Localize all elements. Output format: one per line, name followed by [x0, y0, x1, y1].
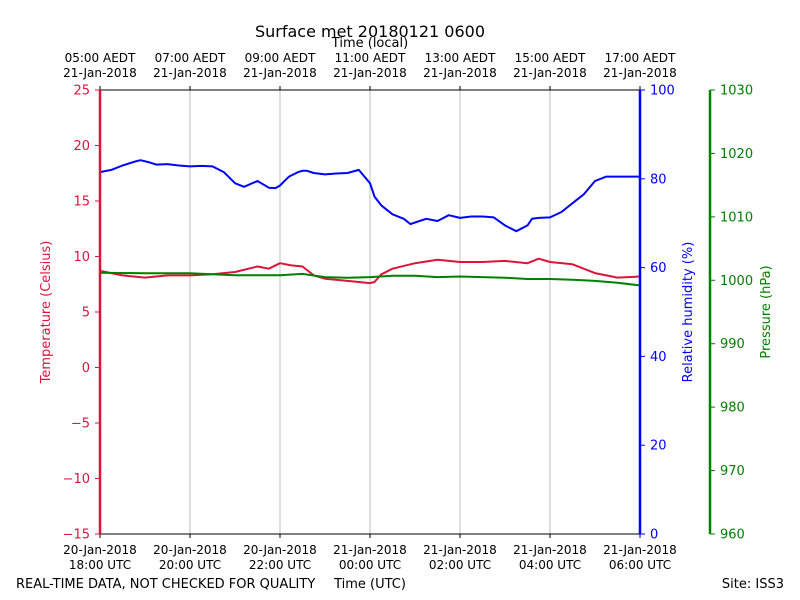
temp-tick-label: 5	[82, 306, 90, 321]
pres-axis-title: Pressure (hPa)	[759, 265, 774, 358]
x-axis-title: Time (UTC)	[333, 577, 406, 592]
x-tick-label-utc-time: 20:00 UTC	[159, 558, 221, 572]
x-tick-label-local-time: 15:00 AEDT	[515, 51, 586, 65]
pres-series-line	[99, 271, 641, 287]
x-tick-label-utc-date: 21-Jan-2018	[423, 543, 497, 557]
x-tick-label-local-time: 09:00 AEDT	[245, 51, 316, 65]
rh-tick-label: 0	[650, 528, 658, 543]
temp-tick-label: 25	[73, 84, 90, 99]
quality-disclaimer: REAL-TIME DATA, NOT CHECKED FOR QUALITY	[16, 577, 315, 592]
x-tick-label-utc-time: 00:00 UTC	[339, 558, 401, 572]
x-tick-label-local-date: 21-Jan-2018	[603, 66, 677, 80]
pres-tick-label: 1000	[720, 274, 753, 289]
pres-tick-label: 1010	[720, 210, 753, 225]
x-tick-label-local-date: 21-Jan-2018	[63, 66, 137, 80]
x-tick-label-local-time: 17:00 AEDT	[605, 51, 676, 65]
pres-tick-label: 970	[720, 464, 745, 479]
rh-tick-label: 20	[650, 439, 667, 454]
pres-tick-label: 990	[720, 337, 745, 352]
x-tick-label-utc-date: 20-Jan-2018	[243, 543, 317, 557]
temp-tick-label: −15	[63, 528, 90, 543]
temp-tick-label: 0	[82, 361, 90, 376]
temp-tick-label: −5	[71, 417, 90, 432]
rh-tick-label: 100	[650, 84, 675, 99]
site-label: Site: ISS3	[722, 577, 784, 592]
data-series	[99, 159, 641, 287]
rh-tick-label: 40	[650, 350, 667, 365]
x-gridlines	[189, 90, 551, 534]
x-tick-label-local-time: 11:00 AEDT	[335, 51, 406, 65]
x-tick-label-utc-date: 21-Jan-2018	[333, 543, 407, 557]
x-tick-label-utc-time: 22:00 UTC	[249, 558, 311, 572]
rh-tick-label: 60	[650, 261, 667, 276]
x-tick-label-local-time: 07:00 AEDT	[155, 51, 226, 65]
pres-tick-label: 1030	[720, 84, 753, 99]
x-tick-label-local-date: 21-Jan-2018	[423, 66, 497, 80]
top-axis-title: Time (local)	[331, 36, 408, 51]
x-tick-label-utc-date: 20-Jan-2018	[63, 543, 137, 557]
x-tick-label-utc-time: 06:00 UTC	[609, 558, 671, 572]
pres-tick-label: 980	[720, 401, 745, 416]
x-tick-label-local-date: 21-Jan-2018	[243, 66, 317, 80]
rh-tick-label: 80	[650, 172, 667, 187]
pres-tick-label: 960	[720, 528, 745, 543]
rh-series-line	[99, 159, 640, 233]
chart-title: Surface met 20180121 0600	[255, 22, 485, 41]
x-tick-label-local-time: 05:00 AEDT	[65, 51, 136, 65]
x-tick-label-utc-date: 21-Jan-2018	[513, 543, 587, 557]
x-tick-label-local-date: 21-Jan-2018	[153, 66, 227, 80]
pres-tick-label: 1020	[720, 147, 753, 162]
x-tick-label-utc-date: 20-Jan-2018	[153, 543, 227, 557]
temp-tick-label: 20	[73, 139, 90, 154]
temp-tick-label: −10	[63, 472, 90, 487]
temp-tick-label: 10	[73, 250, 90, 265]
x-tick-label-local-time: 13:00 AEDT	[425, 51, 496, 65]
x-tick-label-utc-date: 21-Jan-2018	[603, 543, 677, 557]
x-tick-label-utc-time: 04:00 UTC	[519, 558, 581, 572]
temp-axis-title: Temperature (Celsius)	[39, 241, 54, 385]
x-tick-label-local-date: 21-Jan-2018	[333, 66, 407, 80]
temp-tick-label: 15	[73, 195, 90, 210]
x-tick-label-utc-time: 18:00 UTC	[69, 558, 131, 572]
rh-axis-title: Relative humidity (%)	[681, 242, 696, 383]
x-tick-label-local-date: 21-Jan-2018	[513, 66, 587, 80]
x-tick-label-utc-time: 02:00 UTC	[429, 558, 491, 572]
